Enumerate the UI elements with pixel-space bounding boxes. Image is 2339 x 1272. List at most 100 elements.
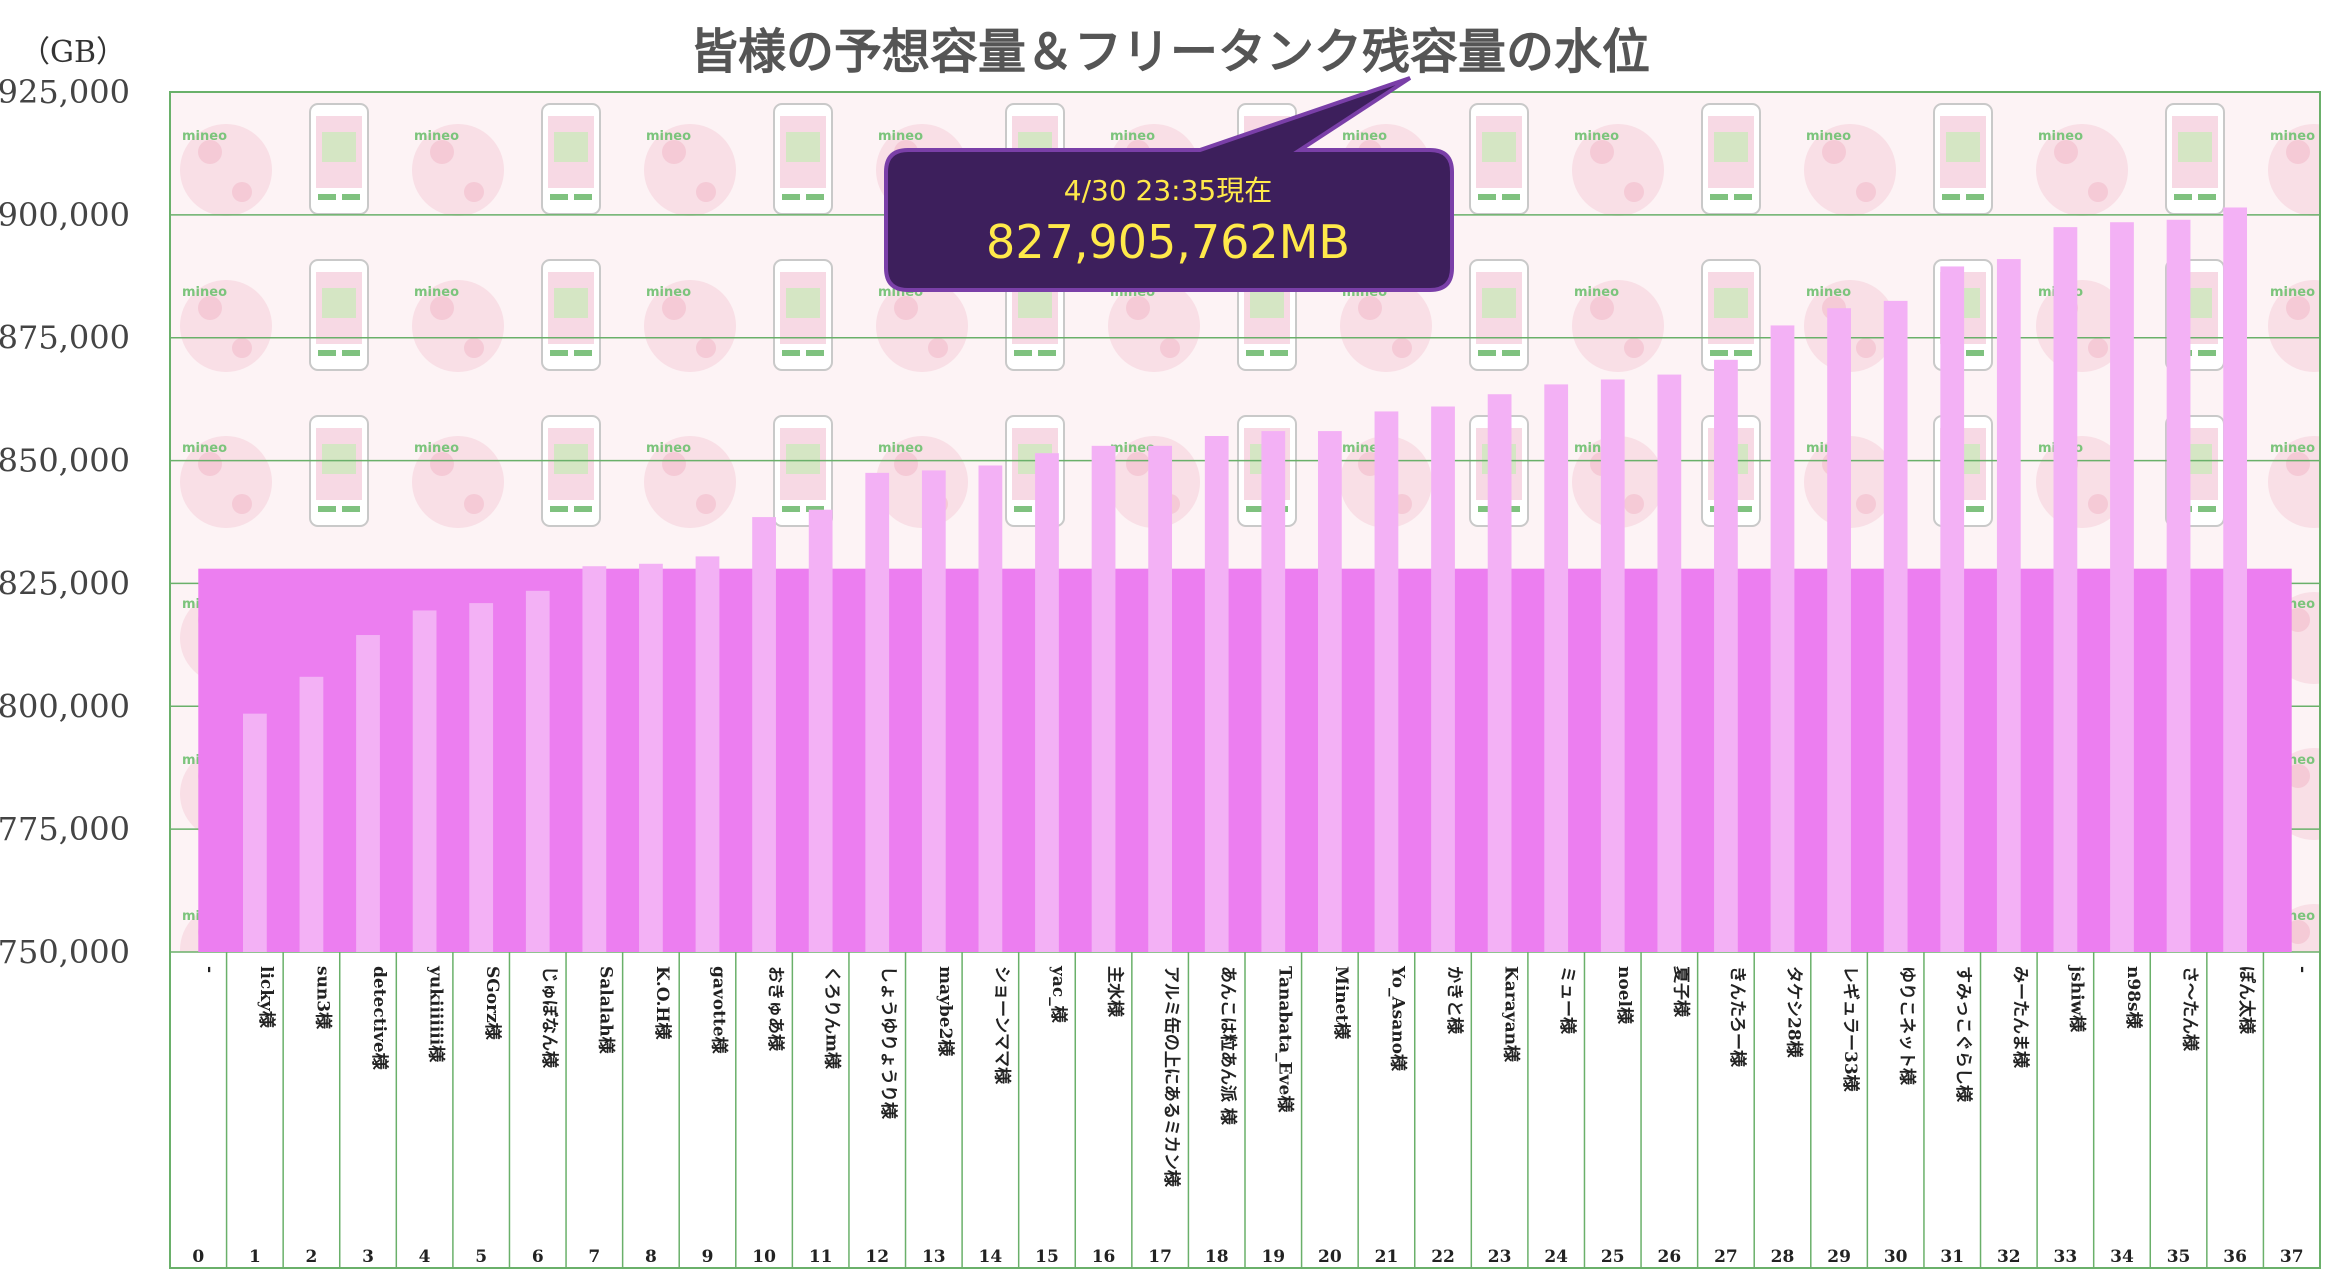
x-name-label-18: あんこは粒あん派 様	[1218, 966, 1239, 1126]
bar-20	[1317, 431, 1342, 953]
callout-date: 4/30 23:35現在	[1064, 174, 1272, 207]
bar-10	[752, 517, 776, 952]
x-name-label-23: Karayan様	[1501, 966, 1522, 1063]
bar-24	[1544, 384, 1569, 952]
chart-title: 皆様の予想容量＆フリータンク残容量の水位	[690, 24, 1650, 80]
x-index-label-18: 18	[1205, 1247, 1229, 1267]
x-index-label-17: 17	[1148, 1247, 1172, 1267]
x-name-label-12: しょうゆりょうり様	[878, 966, 899, 1120]
bar-17	[1148, 445, 1173, 952]
y-tick-label-5: 875,000	[0, 319, 130, 357]
x-index-label-32: 32	[1997, 1247, 2021, 1267]
bar-32	[1996, 259, 2021, 953]
x-name-label-37: -	[2293, 966, 2313, 973]
bar-28	[1770, 325, 1795, 952]
x-name-label-30: ゆりこネット様	[1897, 966, 1918, 1086]
x-index-label-13: 13	[922, 1247, 946, 1267]
callout: 4/30 23:35現在 827,905,762MB	[884, 76, 1454, 292]
x-name-label-16: 主水様	[1105, 966, 1126, 1018]
bar-3	[356, 635, 380, 952]
x-name-label-9: gavotte様	[709, 966, 730, 1055]
x-name-label-8: K.O.H様	[652, 966, 673, 1040]
x-name-label-29: レギュラー33様	[1840, 966, 1861, 1093]
bar-14	[978, 465, 1003, 952]
x-name-label-13: maybe2様	[935, 966, 956, 1057]
x-name-label-19: Tanabata_Eve様	[1274, 966, 1295, 1113]
x-index-label-23: 23	[1488, 1247, 1512, 1267]
bar-23	[1487, 394, 1512, 952]
x-index-label-16: 16	[1092, 1247, 1116, 1267]
y-tick-label-7: 925,000	[0, 73, 130, 111]
x-index-label-33: 33	[2054, 1247, 2078, 1267]
x-index-label-22: 22	[1431, 1247, 1455, 1267]
x-index-label-28: 28	[1771, 1247, 1795, 1267]
y-tick-label-3: 825,000	[0, 564, 130, 602]
x-index-label-34: 34	[2110, 1247, 2134, 1267]
x-axis: - licky様 sun3様 detective様 yukiiiiiii様 SGorz様 じ…	[169, 952, 2321, 1268]
bar-16	[1091, 445, 1116, 952]
y-tick-label-6: 900,000	[0, 196, 130, 234]
x-name-label-10: おきゅあ様	[765, 966, 786, 1052]
x-index-label-3: 3	[362, 1247, 374, 1267]
y-axis: 750,000 775,000 800,000 825,000 850,000 875,0…	[0, 73, 130, 971]
callout-box	[884, 76, 1454, 292]
bar-7	[582, 566, 607, 952]
bar-11	[808, 509, 833, 952]
x-name-label-34: n98s様	[2123, 966, 2144, 1030]
x-index-label-11: 11	[809, 1247, 833, 1267]
bar-36	[2223, 207, 2248, 952]
y-tick-label-1: 775,000	[0, 810, 130, 848]
x-index-label-24: 24	[1544, 1247, 1568, 1267]
x-name-label-2: sun3様	[312, 966, 333, 1030]
bar-19	[1261, 431, 1286, 953]
bar-6	[525, 590, 550, 952]
water-level	[198, 568, 2292, 952]
x-index-label-4: 4	[419, 1247, 431, 1267]
x-name-label-17: アルミ缶の上にあるミカン様	[1161, 966, 1182, 1188]
y-tick-label-4: 850,000	[0, 442, 130, 480]
bar-9	[695, 556, 720, 952]
x-index-label-9: 9	[702, 1247, 714, 1267]
x-index-label-35: 35	[2167, 1247, 2191, 1267]
x-index-label-15: 15	[1035, 1247, 1059, 1267]
x-name-label-3: detective様	[369, 966, 390, 1071]
x-name-label-15: yac_様	[1048, 965, 1069, 1024]
y-tick-label-0: 750,000	[0, 933, 130, 971]
x-name-label-26: 夏子様	[1670, 966, 1691, 1018]
x-index-label-37: 37	[2280, 1247, 2304, 1267]
x-name-label-4: yukiiiiiii様	[426, 965, 447, 1063]
bar-35	[2166, 219, 2191, 952]
bar-4	[412, 610, 437, 952]
x-index-label-5: 5	[475, 1247, 487, 1267]
x-name-label-22: かきと様	[1444, 966, 1465, 1035]
bar-31	[1940, 266, 1965, 952]
unit-label: （GB）	[20, 35, 126, 70]
bar-27	[1714, 359, 1738, 952]
x-index-label-21: 21	[1375, 1247, 1399, 1267]
x-index-label-2: 2	[306, 1247, 318, 1267]
x-name-label-35: さ〜たん様	[2180, 966, 2201, 1052]
x-index-label-7: 7	[588, 1247, 600, 1267]
bar-30	[1883, 300, 1908, 952]
bar-8	[639, 563, 663, 952]
x-index-label-29: 29	[1827, 1247, 1851, 1267]
y-tick-label-2: 800,000	[0, 687, 130, 725]
bar-15	[1035, 453, 1059, 952]
x-name-label-33: jshiw様	[2066, 964, 2087, 1033]
x-name-label-32: みーたんま様	[2010, 966, 2031, 1069]
x-index-label-30: 30	[1884, 1247, 1908, 1267]
bar-2	[299, 676, 324, 952]
x-name-label-36: ぽん太様	[2236, 966, 2257, 1035]
bars	[242, 207, 2248, 953]
bar-25	[1600, 379, 1625, 952]
x-name-label-31: すみっこぐらし様	[1953, 966, 1974, 1103]
x-name-label-25: noel様	[1614, 966, 1635, 1025]
x-index-label-36: 36	[2223, 1247, 2247, 1267]
x-name-label-0: -	[199, 966, 219, 973]
x-index-label-6: 6	[532, 1247, 544, 1267]
x-name-label-1: licky様	[256, 966, 277, 1029]
bar-13	[921, 470, 946, 952]
bar-21	[1374, 411, 1399, 952]
bar-1	[242, 713, 267, 952]
